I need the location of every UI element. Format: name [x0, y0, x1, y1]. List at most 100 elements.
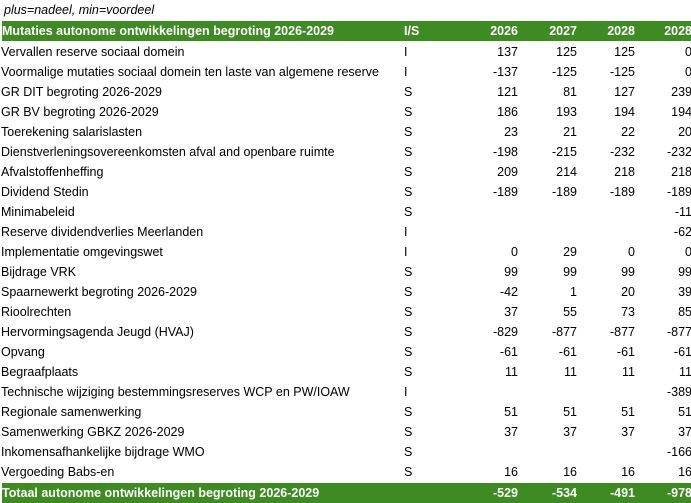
row-value: 11: [456, 362, 518, 382]
row-value: 81: [518, 82, 577, 102]
table-header-row: Mutaties autonome ontwikkelingen begroti…: [1, 21, 691, 42]
table-row: Dienstverleningsovereenkomsten afval and…: [1, 142, 691, 162]
row-value: 121: [456, 82, 518, 102]
row-value: -166: [635, 442, 691, 462]
row-value: 51: [456, 402, 518, 422]
row-value: [456, 382, 518, 402]
row-value: 125: [577, 42, 635, 63]
row-is: I: [404, 42, 456, 63]
row-value: 22: [577, 122, 635, 142]
row-is: I: [404, 382, 456, 402]
row-value: 16: [518, 462, 577, 483]
row-is: S: [404, 322, 456, 342]
row-value: 11: [518, 362, 577, 382]
row-value: -189: [577, 182, 635, 202]
row-value: 37: [456, 302, 518, 322]
row-value: -11: [635, 202, 691, 222]
row-value: -189: [518, 182, 577, 202]
table-caption: plus=nadeel, min=voordeel: [4, 0, 154, 20]
row-label: Toerekening salarislasten: [1, 122, 404, 142]
row-value: 194: [635, 102, 691, 122]
budget-table: Mutaties autonome ontwikkelingen begroti…: [0, 20, 691, 503]
row-value: [518, 442, 577, 462]
row-label: Begraafplaats: [1, 362, 404, 382]
table-row: Technische wijziging bestemmingsreserves…: [1, 382, 691, 402]
row-is: S: [404, 142, 456, 162]
row-value: 218: [635, 162, 691, 182]
row-label: Voormalige mutaties sociaal domein ten l…: [1, 62, 404, 82]
row-value: -61: [635, 342, 691, 362]
row-label: Hervormingsagenda Jeugd (HVAJ): [1, 322, 404, 342]
row-value: 51: [577, 402, 635, 422]
row-value: 99: [456, 262, 518, 282]
row-value: -232: [577, 142, 635, 162]
row-value: 218: [577, 162, 635, 182]
table-row: Hervormingsagenda Jeugd (HVAJ)S-829-877-…: [1, 322, 691, 342]
row-label: GR BV begroting 2026-2029: [1, 102, 404, 122]
row-value: [577, 442, 635, 462]
row-is: S: [404, 82, 456, 102]
row-value: 23: [456, 122, 518, 142]
total-label: Totaal autonome ontwikkelingen begroting…: [1, 483, 404, 503]
header-year: 2026: [456, 21, 518, 42]
row-value: 99: [518, 262, 577, 282]
row-label: Implementatie omgevingswet: [1, 242, 404, 262]
row-value: -877: [577, 322, 635, 342]
row-value: 0: [635, 242, 691, 262]
row-value: -137: [456, 62, 518, 82]
row-value: 85: [635, 302, 691, 322]
row-value: 239: [635, 82, 691, 102]
row-value: 99: [635, 262, 691, 282]
row-value: 0: [577, 242, 635, 262]
row-value: 125: [518, 42, 577, 63]
row-is: S: [404, 342, 456, 362]
row-value: -42: [456, 282, 518, 302]
row-is: S: [404, 202, 456, 222]
row-label: Bijdrage VRK: [1, 262, 404, 282]
row-value: 214: [518, 162, 577, 182]
row-value: -61: [456, 342, 518, 362]
row-value: [456, 222, 518, 242]
row-value: 99: [577, 262, 635, 282]
total-value: -978: [635, 483, 691, 503]
row-value: 11: [577, 362, 635, 382]
row-label: Dienstverleningsovereenkomsten afval and…: [1, 142, 404, 162]
row-value: [577, 202, 635, 222]
total-is: [404, 483, 456, 503]
row-value: [456, 202, 518, 222]
row-is: I: [404, 62, 456, 82]
row-label: Vervallen reserve sociaal domein: [1, 42, 404, 63]
header-year: 2028: [577, 21, 635, 42]
row-label: Reserve dividendverlies Meerlanden: [1, 222, 404, 242]
row-is: S: [404, 442, 456, 462]
row-label: Opvang: [1, 342, 404, 362]
row-value: 21: [518, 122, 577, 142]
row-label: Afvalstoffenheffing: [1, 162, 404, 182]
header-is: I/S: [404, 21, 456, 42]
row-value: 37: [635, 422, 691, 442]
row-value: 51: [518, 402, 577, 422]
row-value: 51: [635, 402, 691, 422]
row-value: -877: [635, 322, 691, 342]
row-value: 39: [635, 282, 691, 302]
row-is: S: [404, 282, 456, 302]
row-value: 20: [635, 122, 691, 142]
row-value: 16: [456, 462, 518, 483]
row-value: -62: [635, 222, 691, 242]
row-value: 194: [577, 102, 635, 122]
row-value: 127: [577, 82, 635, 102]
row-value: -198: [456, 142, 518, 162]
row-value: [518, 202, 577, 222]
row-value: 37: [456, 422, 518, 442]
